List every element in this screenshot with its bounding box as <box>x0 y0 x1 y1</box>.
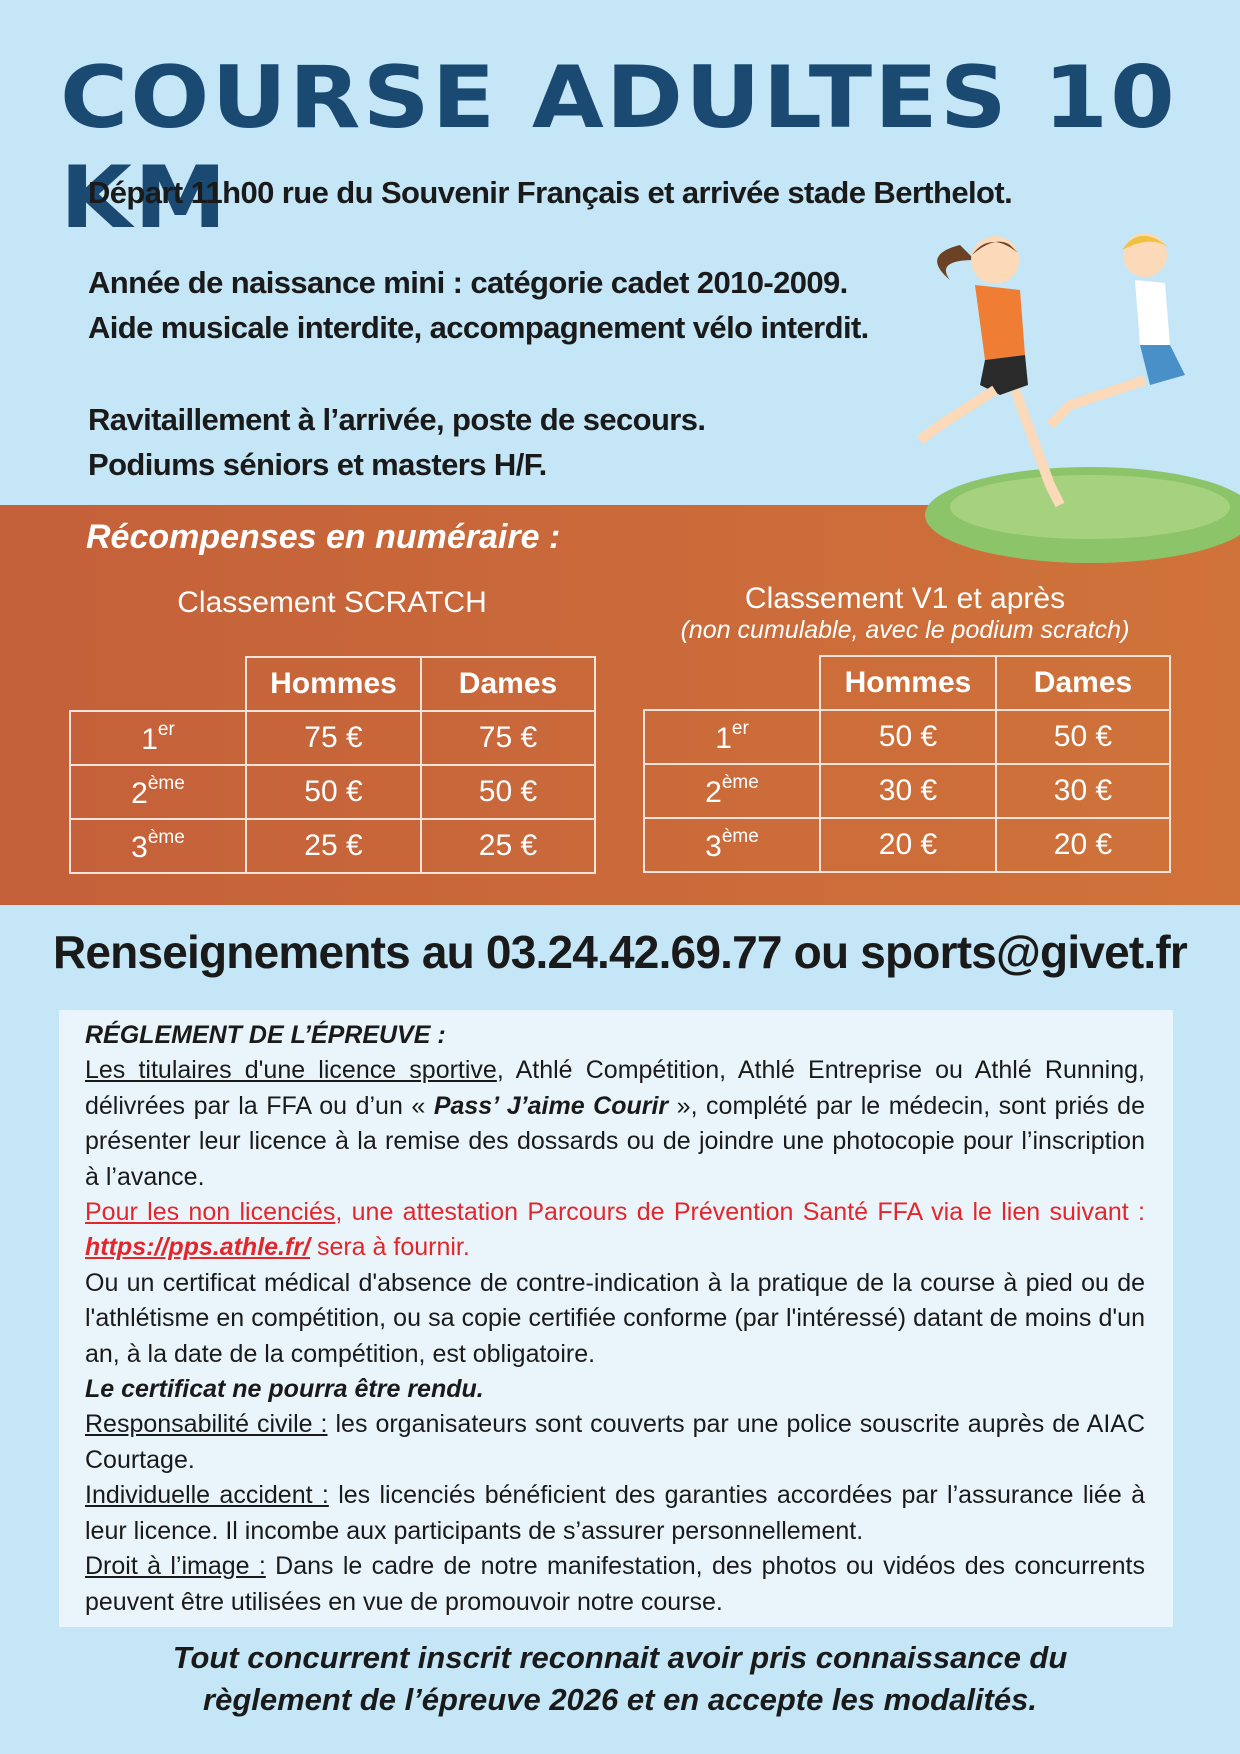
table-row: 2ème 50 €50 € <box>69 764 596 820</box>
rules-license: Les titulaires d'une licence sportive, A… <box>85 1056 1145 1191</box>
info-rules: Aide musicale interdite, accompagnement … <box>88 310 869 345</box>
rules-non-licensed: Pour les non licenciés, une attestation … <box>85 1198 1145 1262</box>
table-row: 3ème 20 €20 € <box>643 817 1171 873</box>
scratch-title: Classement SCRATCH <box>177 586 487 619</box>
header-dames: Dames <box>995 655 1171 711</box>
table-row: 3ème 25 €25 € <box>69 818 596 874</box>
rules-image: Droit à l’image : Dans le cadre de notre… <box>85 1552 1145 1616</box>
rules-heading: RÉGLEMENT DE L’ÉPREUVE : <box>85 1021 446 1049</box>
rules-box: RÉGLEMENT DE L’ÉPREUVE : Les titulaires … <box>59 1010 1173 1627</box>
info-start: Départ 11h00 rue du Souvenir Français et… <box>88 175 1013 210</box>
rules-accident: Individuelle accident : les licenciés bé… <box>85 1481 1145 1545</box>
runners-illustration <box>917 233 1240 563</box>
v1-table: Hommes Dames 1er 50 €50 € 2ème 30 €30 € 3èm… <box>643 655 1171 873</box>
contact-line: Renseignements au 03.24.42.69.77 ou spor… <box>52 926 1188 978</box>
header-hommes: Hommes <box>819 655 997 711</box>
info-supply: Ravitaillement à l’arrivée, poste de sec… <box>88 402 706 437</box>
header-hommes: Hommes <box>245 656 422 712</box>
info-age: Année de naissance mini : catégorie cade… <box>88 265 848 300</box>
table-row: 1er 75 €75 € <box>69 710 596 766</box>
header-dames: Dames <box>420 656 596 712</box>
rewards-heading: Récompenses en numéraire : <box>86 518 561 556</box>
footer-line-1: Tout concurrent inscrit reconnait avoir … <box>172 1640 1068 1675</box>
rules-liability: Responsabilité civile : les organisateur… <box>85 1410 1145 1474</box>
rules-certificate-note: Le certificat ne pourra être rendu. <box>85 1375 484 1404</box>
rules-certificate: Ou un certificat médical d'absence de co… <box>85 1268 1145 1368</box>
info-podiums: Podiums séniors et masters H/F. <box>88 447 547 482</box>
scratch-table: Hommes Dames 1er 75 €75 € 2ème 50 €50 € 3èm… <box>69 656 596 874</box>
pps-link[interactable]: https://pps.athle.fr/ <box>85 1233 310 1262</box>
v1-title: Classement V1 et après <box>744 582 1066 615</box>
footer-line-2: règlement de l’épreuve 2026 et en accept… <box>203 1682 1037 1717</box>
page-title: COURSE ADULTES 10 KM <box>60 48 1177 248</box>
table-row: 1er 50 €50 € <box>643 709 1171 765</box>
v1-subtitle: (non cumulable, avec le podium scratch) <box>680 616 1130 644</box>
table-row: 2ème 30 €30 € <box>643 763 1171 819</box>
